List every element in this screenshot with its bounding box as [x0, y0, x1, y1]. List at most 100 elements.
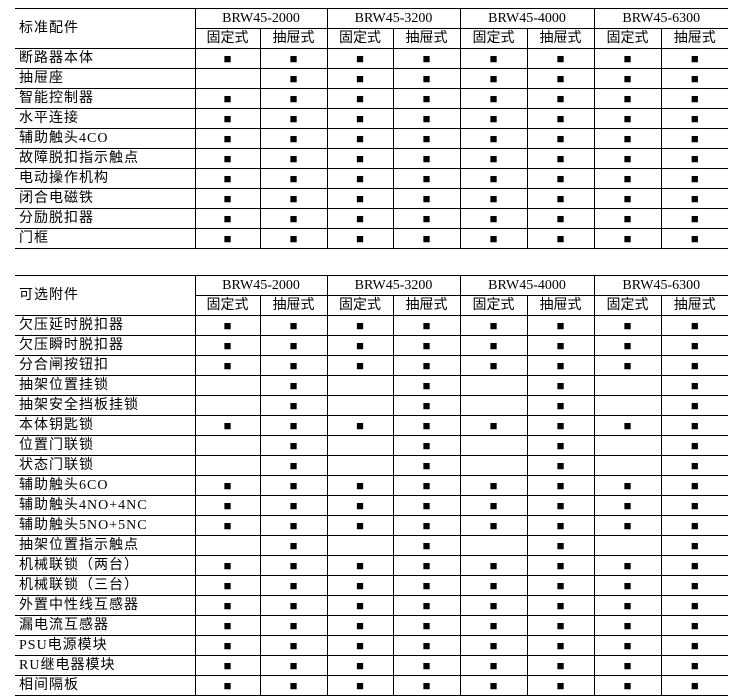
included-mark: ■: [326, 575, 394, 596]
item-row: 本体钥匙锁 ■ ■ ■ ■ ■ ■ ■ ■: [15, 415, 728, 436]
model-header: BRW45-4000: [459, 8, 595, 29]
included-mark: ■: [259, 108, 328, 129]
subheader: 固定式: [326, 295, 394, 316]
subheader: 抽屉式: [526, 295, 595, 316]
included-mark: ■: [459, 148, 528, 169]
included-mark: ■: [660, 515, 728, 536]
item-label: 漏电流互感器: [15, 615, 196, 636]
included-mark: ■: [194, 515, 261, 536]
included-mark: ■: [660, 355, 728, 376]
empty-cell: [194, 455, 261, 476]
spec-table: 可选附件 BRW45-2000 BRW45-3200 BRW45-4000 BRW45-…: [15, 275, 728, 696]
included-mark: ■: [526, 475, 595, 496]
item-row: 分励脱扣器 ■ ■ ■ ■ ■ ■ ■ ■: [15, 208, 728, 229]
model-header: BRW45-2000: [194, 275, 328, 296]
included-mark: ■: [194, 355, 261, 376]
empty-cell: [593, 395, 662, 416]
included-mark: ■: [326, 335, 394, 356]
empty-cell: [326, 455, 394, 476]
empty-cell: [326, 375, 394, 396]
subheader: 抽屉式: [660, 28, 728, 49]
included-mark: ■: [526, 455, 595, 476]
included-mark: ■: [593, 355, 662, 376]
included-mark: ■: [392, 675, 461, 696]
item-row: 欠压瞬时脱扣器 ■ ■ ■ ■ ■ ■ ■ ■: [15, 335, 728, 356]
spec-table: 标准配件 BRW45-2000 BRW45-3200 BRW45-4000 BRW45-…: [15, 8, 728, 249]
item-row: 水平连接 ■ ■ ■ ■ ■ ■ ■ ■: [15, 108, 728, 129]
included-mark: ■: [459, 188, 528, 209]
included-mark: ■: [392, 635, 461, 656]
subheader: 固定式: [459, 295, 528, 316]
item-label: 本体钥匙锁: [15, 415, 196, 436]
included-mark: ■: [593, 48, 662, 69]
included-mark: ■: [593, 188, 662, 209]
included-mark: ■: [194, 615, 261, 636]
item-label: 故障脱扣指示触点: [15, 148, 196, 169]
included-mark: ■: [526, 555, 595, 576]
included-mark: ■: [259, 555, 328, 576]
subheader: 抽屉式: [392, 28, 461, 49]
item-label: 抽架位置挂锁: [15, 375, 196, 396]
included-mark: ■: [459, 635, 528, 656]
included-mark: ■: [593, 515, 662, 536]
included-mark: ■: [593, 88, 662, 109]
subheader: 固定式: [194, 295, 261, 316]
header-label: 标准配件: [15, 8, 196, 49]
item-label: 断路器本体: [15, 48, 196, 69]
subheader: 固定式: [194, 28, 261, 49]
included-mark: ■: [660, 88, 728, 109]
included-mark: ■: [194, 188, 261, 209]
included-mark: ■: [593, 128, 662, 149]
included-mark: ■: [526, 168, 595, 189]
included-mark: ■: [392, 355, 461, 376]
included-mark: ■: [526, 495, 595, 516]
empty-cell: [326, 435, 394, 456]
included-mark: ■: [459, 415, 528, 436]
included-mark: ■: [259, 68, 328, 89]
header-row: 可选附件 BRW45-2000 BRW45-3200 BRW45-4000 BRW45-…: [15, 275, 728, 316]
included-mark: ■: [660, 375, 728, 396]
included-mark: ■: [326, 88, 394, 109]
included-mark: ■: [660, 455, 728, 476]
included-mark: ■: [194, 495, 261, 516]
included-mark: ■: [660, 395, 728, 416]
included-mark: ■: [326, 555, 394, 576]
included-mark: ■: [593, 575, 662, 596]
item-label: 分合闸按钮扣: [15, 355, 196, 376]
item-row: 机械联锁（三台） ■ ■ ■ ■ ■ ■ ■ ■: [15, 575, 728, 596]
included-mark: ■: [526, 48, 595, 69]
included-mark: ■: [259, 188, 328, 209]
included-mark: ■: [326, 495, 394, 516]
included-mark: ■: [526, 208, 595, 229]
item-label: 机械联锁（三台）: [15, 575, 196, 596]
included-mark: ■: [459, 655, 528, 676]
included-mark: ■: [392, 475, 461, 496]
empty-cell: [194, 435, 261, 456]
included-mark: ■: [326, 515, 394, 536]
empty-cell: [593, 535, 662, 556]
included-mark: ■: [660, 108, 728, 129]
included-mark: ■: [459, 108, 528, 129]
item-label: 位置门联锁: [15, 435, 196, 456]
included-mark: ■: [526, 315, 595, 336]
included-mark: ■: [392, 435, 461, 456]
included-mark: ■: [593, 208, 662, 229]
item-row: RU继电器模块 ■ ■ ■ ■ ■ ■ ■ ■: [15, 655, 728, 676]
item-row: 状态门联锁 ■ ■ ■ ■: [15, 455, 728, 476]
included-mark: ■: [593, 635, 662, 656]
item-row: 分合闸按钮扣 ■ ■ ■ ■ ■ ■ ■ ■: [15, 355, 728, 376]
included-mark: ■: [660, 535, 728, 556]
included-mark: ■: [392, 395, 461, 416]
empty-cell: [194, 395, 261, 416]
included-mark: ■: [194, 315, 261, 336]
item-row: 电动操作机构 ■ ■ ■ ■ ■ ■ ■ ■: [15, 168, 728, 189]
item-label: 辅助触头6CO: [15, 475, 196, 496]
included-mark: ■: [660, 128, 728, 149]
included-mark: ■: [392, 228, 461, 249]
included-mark: ■: [392, 595, 461, 616]
included-mark: ■: [392, 315, 461, 336]
included-mark: ■: [392, 535, 461, 556]
included-mark: ■: [459, 208, 528, 229]
item-row: 位置门联锁 ■ ■ ■ ■: [15, 435, 728, 456]
item-label: 外置中性线互感器: [15, 595, 196, 616]
